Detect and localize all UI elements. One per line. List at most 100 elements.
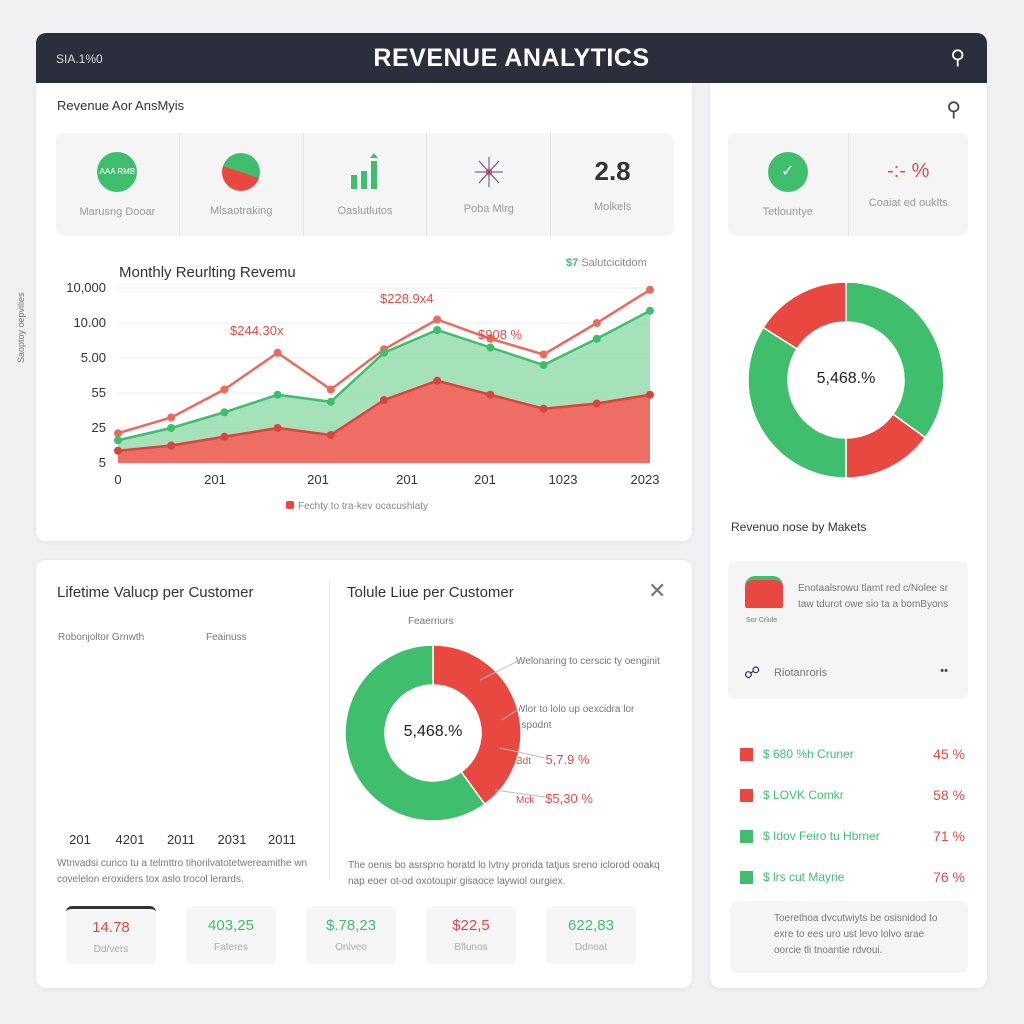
callout-tag: Bdt	[516, 756, 532, 767]
more-icon[interactable]: ••	[940, 665, 948, 677]
pie-top-label: Feaerriurs	[408, 616, 454, 627]
kpi-item[interactable]: ✓ Tetlountye	[728, 133, 848, 236]
kpi-row: AAA RMB Marusng Dooar Mlsaotraking Oaslut…	[56, 133, 674, 236]
x-tick-label: 201	[69, 832, 91, 847]
x-tick-label: 4201	[115, 832, 145, 847]
chart-legend-top: $7 Salutcicitdom	[566, 257, 647, 269]
badge-icon: AAA RMB	[97, 151, 138, 192]
legend-swatch	[740, 747, 753, 761]
chart-legend-bottom: Fechty to tra-kev ocacushlaty	[286, 501, 428, 512]
kpi-label: Marusng Dooar	[79, 205, 156, 218]
callout-tag: Mck	[516, 795, 535, 806]
bar-legend-1: Robonjoltor Grnwth	[58, 632, 145, 643]
x-tick-label: 201	[204, 472, 226, 487]
thumb-label: Sor Crlule	[746, 617, 778, 624]
legend-item[interactable]: $ Idov Feiro tu Hbrner 71 %	[740, 828, 965, 844]
donut-center-label: 5,468.%	[816, 370, 876, 387]
legend-swatch	[740, 870, 753, 884]
pie-callout: Welonaring to cerscic ty oenginit	[516, 656, 660, 667]
ltv-card: Lifetime Valucp per Customer Robonjoltor…	[36, 560, 692, 988]
data-annotation: $908 %	[478, 327, 523, 342]
legend-item[interactable]: $ LOVK Comkr 58 %	[740, 787, 965, 803]
legend-label: $ LOVK Comkr	[763, 788, 844, 802]
stat-label: Bflunos	[454, 942, 488, 953]
check-icon: ✓	[767, 151, 808, 192]
bar-note: Wtnvadsi curico tu a telmttro tihorilvat…	[57, 858, 308, 885]
stat-tile[interactable]: $.78,23 Oniveo	[306, 906, 396, 964]
x-tick-label: 201	[307, 472, 329, 487]
legend-item[interactable]: $ lrs cut Mayrie 76 %	[740, 869, 965, 885]
kpi-label: Poba Mlrg	[463, 202, 514, 215]
legend-label: Fechty to tra-kev ocacushlaty	[298, 501, 429, 512]
pie-chart-title: Tolule Liue per Customer	[347, 584, 514, 601]
legend-percent: 45 %	[933, 746, 965, 762]
side-panel: ⚲ ✓ Tetlountye -:- % Coaiat ed ouklts Reve…	[710, 83, 987, 988]
y-tick-label: 25	[91, 420, 106, 435]
stat-tile[interactable]: 14.78 Dd/vers	[66, 906, 156, 964]
pie-callout: Mck $5,30 %	[516, 791, 593, 806]
kpi-value: 2.8	[594, 156, 631, 186]
overview-card: Revenue Aor AnsMyis AAA RMB Marusng Dooar…	[16, 83, 692, 541]
pie-callout: Bdt 5,7.9 %	[516, 752, 590, 767]
y-axis-label: Saoptoy oepvilies	[16, 292, 26, 363]
x-tick-label: 2023	[630, 472, 660, 487]
stat-value: 14.78	[92, 918, 130, 936]
side-kpi-row: ✓ Tetlountye -:- % Coaiat ed ouklts	[728, 133, 968, 236]
kpi-value: -:- %	[887, 160, 930, 182]
legend-percent: 58 %	[933, 787, 965, 803]
kpi-item[interactable]: AAA RMB Marusng Dooar	[56, 133, 179, 236]
legend-label: Salutcicitdom	[581, 257, 647, 269]
kpi-label: Oaslutlutos	[337, 204, 393, 217]
link-icon: ☍	[744, 665, 761, 682]
bar-chart-title: Lifetime Valucp per Customer	[57, 584, 254, 601]
kpi-item[interactable]: Mlsaotraking	[178, 133, 303, 236]
legend-item[interactable]: $ 680 %h Cruner 45 %	[740, 746, 965, 762]
kpi-item[interactable]: Oaslutlutos	[302, 133, 427, 236]
legend-swatch	[286, 501, 294, 509]
divider	[329, 580, 330, 880]
stat-tile[interactable]: 622,83 Ddnoat	[546, 906, 636, 964]
pie-note: The oenis bo asrspno horatd lo lvtny pro…	[348, 860, 660, 887]
x-tick-label: 1023	[548, 472, 578, 487]
kpi-item[interactable]: -:- % Coaiat ed ouklts	[847, 133, 969, 236]
stat-tile[interactable]: $22,5 Bflunos	[426, 906, 516, 964]
section-title: Revenuo nose by Makets	[731, 520, 867, 534]
x-tick-label: 2031	[217, 832, 247, 847]
y-tick-label: 10.00	[73, 315, 106, 330]
callout-value: 5,7.9 %	[545, 752, 590, 767]
legend-label: $ lrs cut Mayrie	[763, 870, 845, 884]
info-text: Enotaalsrowu tlamt red c/Nolee sr taw td…	[798, 583, 949, 610]
y-tick-label: 5	[98, 455, 106, 470]
data-annotation: $228.9x4	[380, 291, 434, 306]
kpi-label: Tetlountye	[762, 205, 813, 218]
info-footer: Riotanroris	[774, 667, 828, 679]
legend-value: $7	[566, 257, 579, 269]
pie-icon	[222, 152, 261, 191]
legend-swatch	[740, 829, 753, 843]
stat-value: $22,5	[452, 917, 490, 934]
search-icon[interactable]: ⚲	[946, 99, 961, 121]
stat-value: 403,25	[208, 917, 254, 934]
side-note: Toerethoa dvcutwiyts be osisnidod to exr…	[730, 901, 968, 973]
stats-row: 14.78 Dd/vers 403,25 Fateres $.78,23 Oniveo $2…	[66, 906, 636, 964]
kpi-item[interactable]: Poba Mlrg	[426, 133, 550, 236]
x-tick-label: 2011	[167, 832, 195, 847]
stat-label: Ddnoat	[574, 942, 608, 953]
search-icon[interactable]: ⚲	[950, 47, 965, 69]
x-tick-label: 2011	[268, 832, 296, 847]
stat-tile[interactable]: 403,25 Fateres	[186, 906, 276, 964]
legend-label: $ Idov Feiro tu Hbrner	[763, 829, 880, 843]
kpi-item[interactable]: 2.8 Moikels	[550, 133, 674, 236]
stat-value: $.78,23	[325, 917, 377, 934]
kpi-label: Moikels	[593, 201, 632, 213]
note-text: Toerethoa dvcutwiyts be osisnidod to exr…	[774, 913, 938, 956]
bar-growth-icon	[350, 152, 378, 189]
legend-label: $ 680 %h Cruner	[763, 747, 854, 761]
close-icon[interactable]: ✕	[648, 578, 667, 603]
info-card[interactable]: Sor Crlule Enotaalsrowu tlamt red c/Nole…	[728, 561, 968, 699]
x-tick-label: 201	[474, 472, 496, 487]
stat-label: Oniveo	[335, 942, 367, 953]
section-title: Revenue Aor AnsMyis	[57, 98, 185, 113]
stat-label: Dd/vers	[93, 943, 129, 955]
kpi-label: Mlsaotraking	[210, 204, 273, 217]
